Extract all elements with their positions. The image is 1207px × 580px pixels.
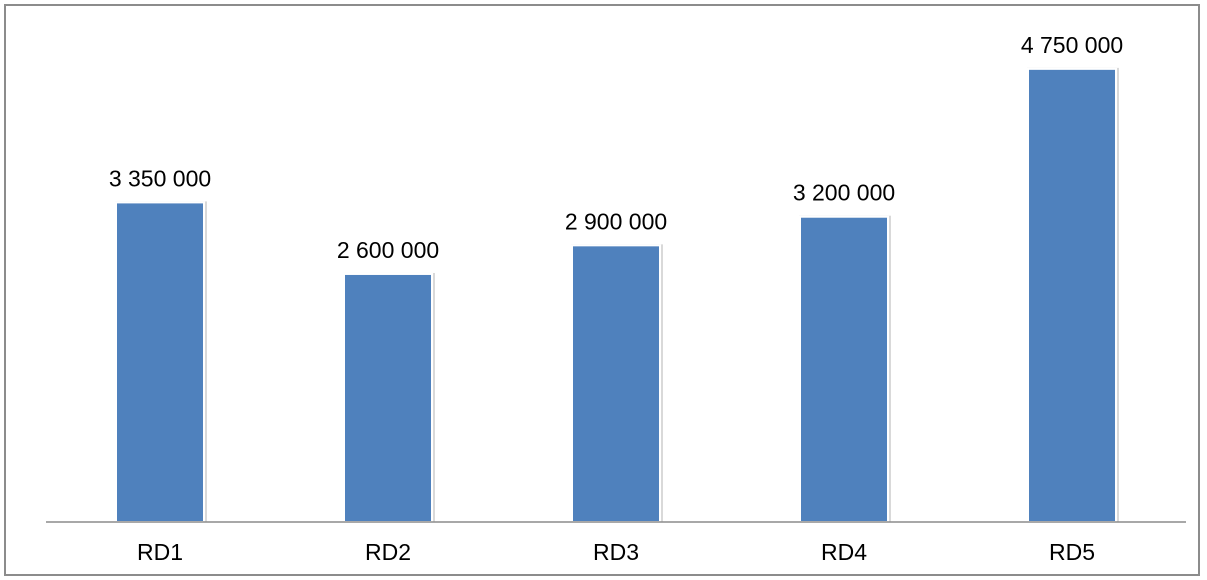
bar-rd5 bbox=[1027, 67, 1117, 523]
category-label-rd2: RD2 bbox=[365, 539, 411, 565]
data-label-rd4: 3 200 000 bbox=[793, 180, 895, 206]
data-label-rd5: 4 750 000 bbox=[1021, 32, 1123, 58]
bar-chart: 3 350 000 RD1 2 600 000 RD2 2 900 000 RD3 3 20… bbox=[46, 32, 1186, 565]
category-label-rd3: RD3 bbox=[593, 539, 639, 565]
bars-layer bbox=[115, 67, 1119, 523]
bar-rd1 bbox=[115, 201, 205, 523]
chart-frame: 3 350 000 RD1 2 600 000 RD2 2 900 000 RD3 3 20… bbox=[4, 4, 1200, 576]
category-label-rd4: RD4 bbox=[821, 539, 867, 565]
bar-rd3 bbox=[571, 244, 661, 523]
category-label-rd1: RD1 bbox=[137, 539, 183, 565]
data-label-rd3: 2 900 000 bbox=[565, 208, 667, 234]
bar-rd4 bbox=[799, 215, 889, 523]
category-label-rd5: RD5 bbox=[1049, 539, 1095, 565]
data-label-rd1: 3 350 000 bbox=[109, 165, 211, 191]
labels-layer: 3 350 000 RD1 2 600 000 RD2 2 900 000 RD3 3 20… bbox=[109, 32, 1123, 565]
bar-rd2 bbox=[343, 272, 433, 523]
data-label-rd2: 2 600 000 bbox=[337, 237, 439, 263]
